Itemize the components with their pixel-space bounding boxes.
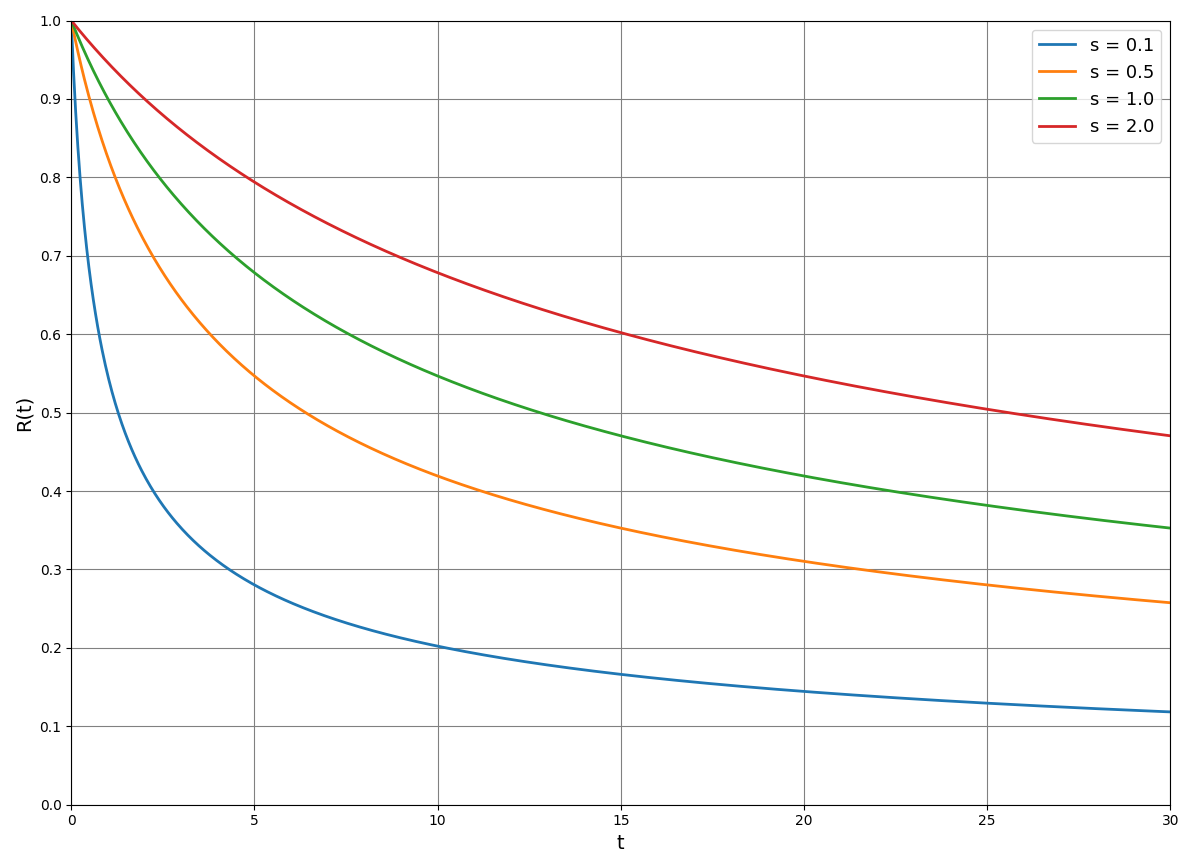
s = 1.0 bbox=[64, 16, 79, 26]
s = 1.0 bbox=[1163, 523, 1177, 533]
Line: s = 0.1: s = 0.1 bbox=[72, 21, 1170, 712]
Line: s = 2.0: s = 2.0 bbox=[72, 21, 1170, 436]
X-axis label: t: t bbox=[617, 834, 624, 853]
s = 1.0 bbox=[819, 475, 833, 485]
s = 1.0 bbox=[509, 399, 523, 410]
s = 2.0 bbox=[64, 16, 79, 26]
s = 2.0 bbox=[1163, 431, 1177, 441]
s = 2.0 bbox=[921, 394, 935, 404]
s = 2.0 bbox=[509, 296, 523, 306]
s = 0.5 bbox=[64, 16, 79, 26]
s = 1.0 bbox=[941, 495, 955, 505]
s = 2.0 bbox=[548, 308, 562, 319]
s = 0.5 bbox=[941, 575, 955, 586]
s = 0.1 bbox=[819, 687, 833, 698]
s = 1.0 bbox=[921, 491, 935, 502]
s = 0.1 bbox=[509, 655, 523, 666]
Line: s = 0.5: s = 0.5 bbox=[72, 21, 1170, 602]
s = 0.1 bbox=[941, 696, 955, 707]
s = 0.5 bbox=[921, 573, 935, 583]
s = 1.0 bbox=[177, 201, 191, 212]
s = 0.5 bbox=[548, 507, 562, 517]
s = 0.1 bbox=[548, 661, 562, 671]
Legend: s = 0.1, s = 0.5, s = 1.0, s = 2.0: s = 0.1, s = 0.5, s = 1.0, s = 2.0 bbox=[1032, 30, 1162, 143]
s = 0.1 bbox=[177, 525, 191, 536]
s = 0.1 bbox=[64, 16, 79, 26]
s = 1.0 bbox=[548, 412, 562, 423]
s = 2.0 bbox=[819, 375, 833, 385]
Y-axis label: R(t): R(t) bbox=[16, 394, 33, 431]
s = 0.5 bbox=[509, 496, 523, 507]
s = 0.1 bbox=[921, 694, 935, 705]
s = 2.0 bbox=[177, 127, 191, 137]
s = 0.1 bbox=[1163, 707, 1177, 717]
Line: s = 1.0: s = 1.0 bbox=[72, 21, 1170, 528]
s = 0.5 bbox=[1163, 597, 1177, 608]
s = 2.0 bbox=[941, 398, 955, 408]
s = 0.5 bbox=[177, 297, 191, 307]
s = 0.5 bbox=[819, 559, 833, 569]
